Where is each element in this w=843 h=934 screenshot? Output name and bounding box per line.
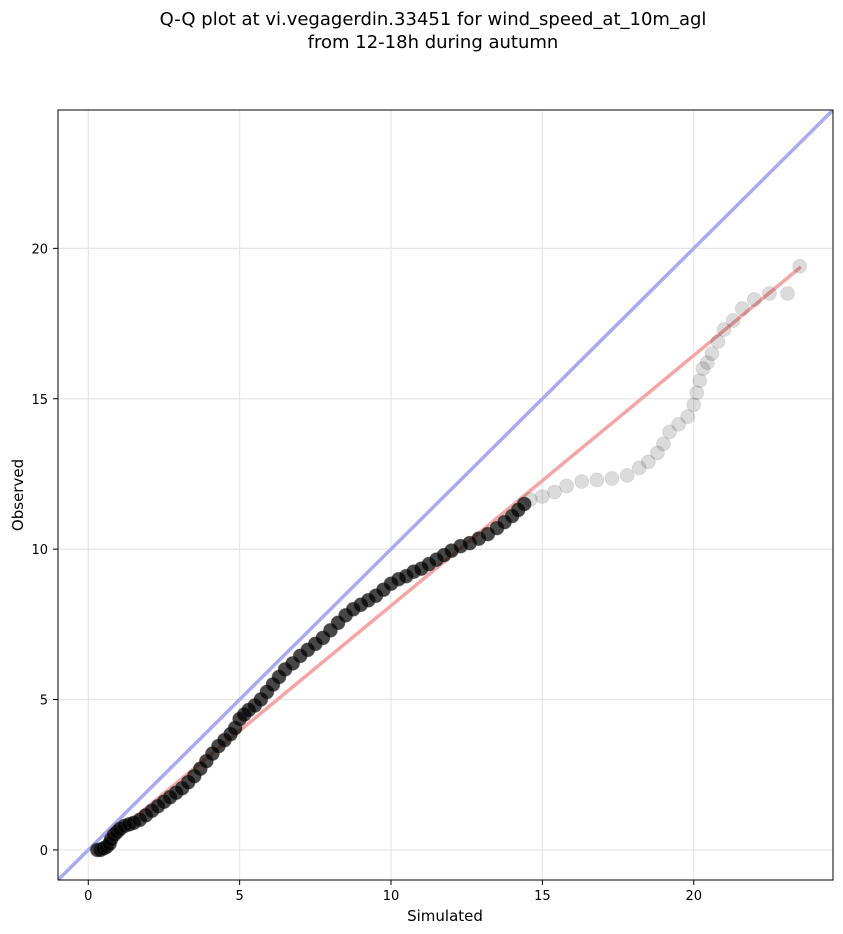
identity-line xyxy=(58,110,833,880)
data-point xyxy=(589,472,605,488)
data-point xyxy=(746,292,762,307)
data-point xyxy=(650,445,665,461)
data-point xyxy=(686,397,702,413)
y-tick-label: 5 xyxy=(40,694,48,709)
grid xyxy=(58,110,833,880)
x-tick-label: 0 xyxy=(84,889,92,904)
data-point xyxy=(704,346,720,362)
data-point xyxy=(662,424,677,440)
data-point xyxy=(692,373,708,389)
data-point xyxy=(516,496,532,512)
y-tick-label: 15 xyxy=(31,393,48,408)
data-point xyxy=(680,409,696,425)
data-point xyxy=(671,416,687,432)
data-point xyxy=(689,385,705,401)
data-point xyxy=(631,460,647,476)
data-point xyxy=(522,492,538,507)
data-point xyxy=(716,322,732,337)
data-point xyxy=(725,313,741,328)
x-tick-label: 20 xyxy=(685,889,702,904)
x-tick-label: 15 xyxy=(534,889,551,904)
data-point xyxy=(695,361,711,377)
y-tick-label: 10 xyxy=(31,543,48,558)
data-point xyxy=(710,334,726,350)
x-axis-label: Simulated xyxy=(407,907,483,925)
y-tick-label: 20 xyxy=(31,242,48,257)
y-axis-label: Observed xyxy=(9,459,27,531)
axis-ticks: 0 5 10 15 20 0 5 10 15 20 xyxy=(31,242,702,904)
reference-lines xyxy=(58,110,833,880)
data-point xyxy=(574,474,590,489)
data-points xyxy=(89,259,808,858)
x-tick-label: 5 xyxy=(236,889,244,904)
plot-frame xyxy=(57,109,834,881)
data-point xyxy=(604,471,620,486)
data-point xyxy=(762,286,777,301)
data-point xyxy=(780,286,795,301)
x-tick-label: 10 xyxy=(383,889,400,904)
data-point xyxy=(699,355,715,371)
data-point xyxy=(656,436,671,452)
data-point xyxy=(792,259,808,274)
y-tick-label: 0 xyxy=(40,844,48,859)
data-point xyxy=(534,489,550,504)
chart-title-line-2: from 12-18h during autumn xyxy=(307,32,559,53)
chart-title-line-1: Q-Q plot at vi.vegagerdin.33451 for wind… xyxy=(159,9,707,30)
chart-title: Q-Q plot at vi.vegagerdin.33451 for wind… xyxy=(0,8,843,54)
data-point xyxy=(640,454,656,470)
data-point xyxy=(619,468,635,483)
data-point xyxy=(547,484,562,500)
data-point xyxy=(559,478,574,494)
data-point xyxy=(734,301,750,316)
